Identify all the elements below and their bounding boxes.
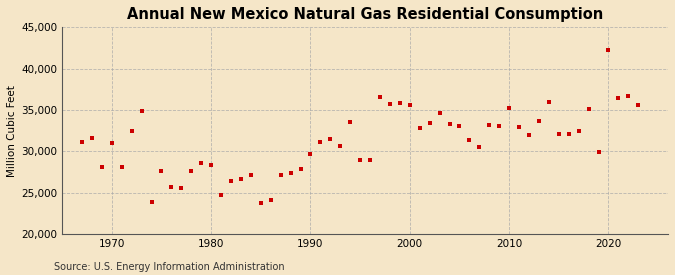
Point bbox=[146, 199, 157, 204]
Point bbox=[107, 141, 117, 145]
Point bbox=[215, 193, 226, 197]
Point bbox=[394, 101, 405, 106]
Point bbox=[76, 140, 87, 144]
Point bbox=[554, 132, 564, 136]
Point bbox=[504, 106, 514, 111]
Point bbox=[494, 123, 505, 128]
Point bbox=[484, 123, 495, 127]
Point bbox=[364, 158, 375, 163]
Point bbox=[345, 120, 356, 125]
Point bbox=[126, 129, 137, 134]
Point bbox=[425, 121, 435, 125]
Point bbox=[464, 138, 475, 142]
Point bbox=[633, 103, 644, 107]
Point bbox=[86, 136, 97, 140]
Point bbox=[225, 179, 236, 183]
Point bbox=[593, 150, 604, 154]
Text: Source: U.S. Energy Information Administration: Source: U.S. Energy Information Administ… bbox=[54, 262, 285, 272]
Point bbox=[414, 126, 425, 130]
Point bbox=[315, 140, 326, 144]
Point bbox=[603, 48, 614, 53]
Point bbox=[295, 166, 306, 171]
Point bbox=[375, 95, 385, 99]
Point bbox=[514, 125, 524, 130]
Point bbox=[434, 111, 445, 116]
Point bbox=[116, 165, 127, 169]
Point bbox=[246, 173, 256, 177]
Point bbox=[533, 119, 544, 123]
Point bbox=[166, 185, 177, 189]
Point bbox=[335, 144, 346, 148]
Point bbox=[156, 169, 167, 173]
Point bbox=[196, 161, 207, 165]
Point bbox=[136, 109, 147, 113]
Point bbox=[275, 173, 286, 177]
Point bbox=[206, 162, 217, 167]
Point bbox=[613, 96, 624, 101]
Point bbox=[543, 100, 554, 104]
Point bbox=[564, 132, 574, 136]
Title: Annual New Mexico Natural Gas Residential Consumption: Annual New Mexico Natural Gas Residentia… bbox=[127, 7, 603, 22]
Point bbox=[97, 165, 107, 169]
Point bbox=[573, 128, 584, 133]
Y-axis label: Million Cubic Feet: Million Cubic Feet bbox=[7, 85, 17, 177]
Point bbox=[255, 201, 266, 205]
Point bbox=[354, 158, 365, 163]
Point bbox=[524, 133, 535, 137]
Point bbox=[454, 123, 465, 128]
Point bbox=[325, 137, 335, 141]
Point bbox=[176, 186, 187, 191]
Point bbox=[305, 152, 316, 156]
Point bbox=[236, 177, 246, 182]
Point bbox=[385, 102, 396, 106]
Point bbox=[444, 122, 455, 126]
Point bbox=[265, 198, 276, 202]
Point bbox=[285, 170, 296, 175]
Point bbox=[186, 169, 196, 173]
Point bbox=[474, 145, 485, 149]
Point bbox=[583, 107, 594, 111]
Point bbox=[404, 103, 415, 107]
Point bbox=[623, 94, 634, 98]
